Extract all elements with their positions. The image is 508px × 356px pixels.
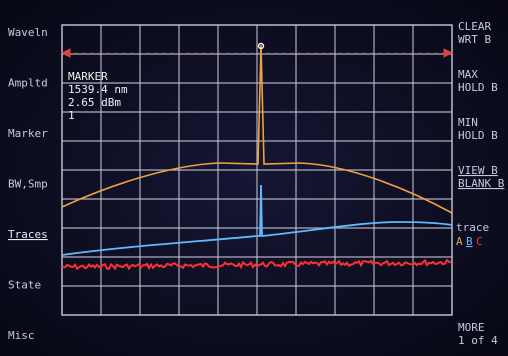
menu-item[interactable]: State xyxy=(8,279,41,292)
softkey-label[interactable]: HOLD B xyxy=(458,129,498,142)
trace-option[interactable]: A xyxy=(456,235,463,248)
menu-item[interactable]: Waveln xyxy=(8,26,48,39)
marker-number: 1 xyxy=(68,109,75,122)
trace-option[interactable]: B xyxy=(466,235,473,248)
trace-option[interactable]: C xyxy=(476,235,483,248)
softkey-label[interactable]: MAX xyxy=(458,68,478,81)
marker-wavelength: 1539.4 nm xyxy=(68,83,128,96)
softkey-label[interactable]: CLEAR xyxy=(458,20,491,33)
softkey-label[interactable]: VIEW B xyxy=(458,164,498,177)
softkey-label[interactable]: BLANK B xyxy=(458,177,505,190)
marker-power: 2.65 dBm xyxy=(68,96,121,109)
menu-item[interactable]: Misc xyxy=(8,329,35,342)
menu-item[interactable]: Marker xyxy=(8,127,48,140)
more-key-label[interactable]: MORE xyxy=(458,321,485,334)
softkey-label[interactable]: HOLD B xyxy=(458,81,498,94)
trace-key-label[interactable]: trace xyxy=(456,221,489,234)
menu-item[interactable]: BW,Smp xyxy=(8,178,48,191)
analyzer-screen: MARKER 1539.4 nm 2.65 dBm 1 Waveln Ampltd… xyxy=(0,0,508,356)
menu-item[interactable]: Ampltd xyxy=(8,77,48,90)
softkey-label[interactable]: MIN xyxy=(458,116,478,129)
softkey-label[interactable]: WRT B xyxy=(458,33,491,46)
more-key-label[interactable]: 1 of 4 xyxy=(458,334,498,347)
marker-title: MARKER xyxy=(68,70,108,83)
menu-item[interactable]: Traces xyxy=(8,228,48,241)
